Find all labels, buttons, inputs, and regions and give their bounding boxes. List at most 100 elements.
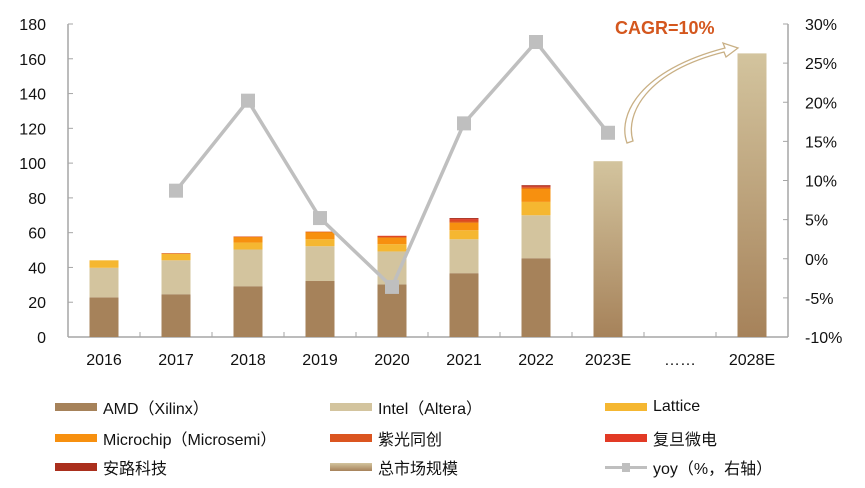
legend-swatch-icon [330, 434, 372, 442]
left-axis-tick-label: 120 [19, 121, 46, 138]
bar-segment [521, 188, 551, 202]
legend-swatch-icon [605, 463, 647, 472]
legend-item: Microchip（Microsemi） [55, 425, 276, 451]
right-axis-tick-label: -5% [805, 291, 833, 308]
x-axis-tick-label: 2023E [585, 352, 631, 369]
cagr-label: CAGR=10% [615, 18, 715, 38]
bar-segment [305, 281, 335, 337]
legend-item: 总市场规模 [330, 454, 458, 480]
bar-segment [521, 186, 551, 188]
x-axis-tick-label: 2019 [302, 352, 338, 369]
bar-segment [89, 297, 119, 337]
yoy-point [385, 279, 399, 294]
legend-swatch-icon [605, 434, 647, 442]
yoy-point [241, 93, 255, 108]
bar-segment [161, 253, 191, 254]
right-axis-tick-label: 10% [805, 174, 837, 191]
right-axis-tick-label: -10% [805, 330, 842, 347]
bar-segment [449, 222, 479, 231]
bar-segment [305, 246, 335, 282]
left-axis-tick-label: 160 [19, 52, 46, 69]
bar-segment [161, 253, 191, 261]
bars [89, 53, 767, 338]
right-axis-tick-label: 30% [805, 17, 837, 34]
legend-label: AMD（Xilinx） [103, 401, 209, 418]
bar-segment [449, 218, 479, 220]
bar-segment [377, 236, 407, 238]
bar-segment [305, 231, 335, 233]
legend-label: 紫光同创 [378, 432, 443, 449]
bar-segment [161, 260, 191, 295]
legend-label: Microchip（Microsemi） [103, 432, 277, 449]
legend-label: Intel（Altera） [378, 401, 483, 418]
x-axis-tick-label: 2017 [158, 352, 194, 369]
bar-segment [521, 187, 551, 189]
bar-segment [521, 258, 551, 337]
legend-label: 复旦微电 [653, 432, 718, 449]
bar-segment [377, 235, 407, 237]
legend-label: 总市场规模 [378, 461, 459, 478]
legend: AMD（Xilinx） Intel（Altera） Lattice Microchip… [0, 392, 865, 488]
legend-swatch-icon [330, 403, 372, 411]
legend-swatch-icon [55, 434, 97, 442]
bar-segment [233, 236, 263, 238]
legend-swatch-icon [605, 403, 647, 411]
legend-item: 紫光同创 [330, 425, 442, 451]
x-axis-tick-label: 2016 [86, 352, 122, 369]
x-axis-tick-label: 2018 [230, 352, 266, 369]
cagr-annotation: CAGR=10% [615, 18, 740, 144]
right-axis-tick-label: 15% [805, 134, 837, 151]
legend-item: 安路科技 [55, 454, 167, 480]
bar-segment [377, 244, 407, 252]
bar-segment [377, 237, 407, 245]
bar-total-market [737, 53, 767, 338]
x-axis-tick-label: 2022 [518, 352, 554, 369]
legend-item: 复旦微电 [605, 425, 717, 451]
bar-segment [449, 230, 479, 240]
legend-label: 安路科技 [103, 461, 168, 478]
legend-item: yoy（%，右轴） [605, 454, 772, 480]
bar-segment [521, 201, 551, 216]
fpga-market-chart: CAGR=10% 0 20 40 60 80 100 120 140 160 180 -10% -5%… [19, 17, 842, 369]
legend-swatch-icon [55, 403, 97, 411]
left-axis-tick-label: 20 [28, 295, 46, 312]
left-axis-tick-label: 100 [19, 156, 46, 173]
yoy-point [601, 125, 615, 140]
left-axis-tick-label: 180 [19, 17, 46, 34]
legend-swatch-icon [330, 463, 372, 471]
left-axis-tick-label: 60 [28, 226, 46, 243]
bar-segment [89, 260, 119, 268]
yoy-point [529, 34, 543, 49]
legend-label: Lattice [653, 398, 701, 415]
bar-segment [521, 185, 551, 187]
legend-marker-icon [622, 463, 630, 472]
left-axis-tick-label: 0 [37, 330, 46, 347]
bar-segment [89, 267, 119, 298]
x-axis-tick-label: …… [664, 352, 696, 369]
bar-segment [449, 273, 479, 337]
legend-swatch-icon [55, 463, 97, 471]
legend-item: Intel（Altera） [330, 394, 482, 420]
right-axis-tick-label: 5% [805, 213, 828, 230]
bar-segment [449, 220, 479, 223]
bar-segment [305, 239, 335, 247]
bar-segment [449, 219, 479, 221]
x-axis-tick-label: 2020 [374, 352, 410, 369]
x-axis-tick-label: 2021 [446, 352, 482, 369]
legend-item: AMD（Xilinx） [55, 394, 209, 420]
yoy-line [169, 34, 615, 294]
legend-label: yoy（%，右轴） [653, 461, 773, 478]
bar-total-market [593, 161, 623, 337]
bar-segment [521, 215, 551, 259]
right-axis-tick-label: 0% [805, 252, 828, 269]
left-axis-tick-label: 140 [19, 87, 46, 104]
bar-segment [305, 231, 335, 240]
cagr-arrow-icon [624, 41, 740, 144]
right-axis-tick-label: 25% [805, 56, 837, 73]
yoy-point [313, 211, 327, 226]
legend-item: Lattice [605, 394, 700, 420]
x-axis-tick-label: 2028E [729, 352, 775, 369]
bar-segment [233, 236, 263, 243]
right-axis-tick-label: 20% [805, 95, 837, 112]
bar-segment [233, 242, 263, 250]
